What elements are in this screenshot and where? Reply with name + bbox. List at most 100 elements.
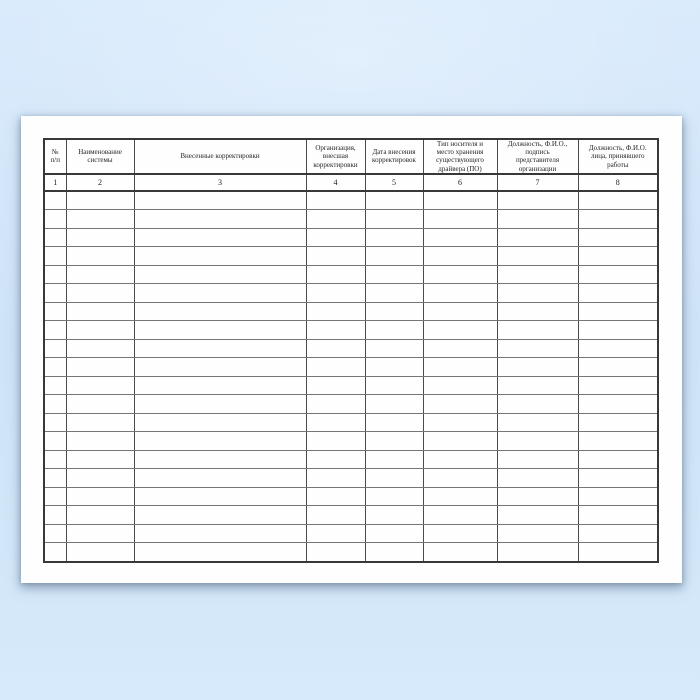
empty-cell: [65, 338, 135, 359]
table-row: [43, 357, 659, 377]
empty-cell: [65, 523, 135, 544]
empty-cell: [577, 486, 659, 507]
empty-cell: [43, 449, 67, 470]
empty-cell: [133, 394, 307, 414]
empty-cell: [65, 283, 135, 303]
empty-cell: [133, 523, 307, 544]
empty-cell: [133, 505, 307, 525]
empty-cell: [577, 412, 659, 433]
empty-cell: [577, 542, 659, 563]
empty-cell: [43, 375, 67, 396]
empty-cell: [422, 283, 498, 303]
table-row: [43, 301, 659, 322]
empty-cell: [43, 357, 67, 377]
column-header-system-name: Наименование системы: [65, 138, 135, 175]
empty-cell: [496, 375, 579, 396]
empty-cell: [364, 283, 424, 303]
empty-cell: [133, 375, 307, 396]
empty-cell: [65, 375, 135, 396]
empty-cell: [364, 486, 424, 507]
column-number: 7: [496, 173, 579, 192]
empty-cell: [43, 523, 67, 544]
table-row: [43, 246, 659, 266]
column-header-organization: Организация, внесшая корректировки: [305, 138, 366, 175]
empty-cell: [422, 338, 498, 359]
empty-cell: [305, 486, 366, 507]
table-row: [43, 283, 659, 303]
empty-cell: [65, 190, 135, 211]
empty-cell: [364, 431, 424, 451]
empty-cell: [422, 468, 498, 488]
table-row: [43, 375, 659, 396]
empty-cell: [364, 542, 424, 563]
empty-cell: [422, 190, 498, 211]
empty-cell: [364, 357, 424, 377]
column-header-number: № п/п: [43, 138, 67, 175]
column-number: 4: [305, 173, 366, 192]
empty-cell: [305, 505, 366, 525]
column-number: 2: [65, 173, 135, 192]
empty-cell: [496, 486, 579, 507]
empty-cell: [133, 227, 307, 248]
empty-cell: [364, 394, 424, 414]
table-row: [43, 542, 659, 563]
empty-cell: [305, 449, 366, 470]
empty-cell: [364, 320, 424, 340]
empty-cell: [133, 486, 307, 507]
empty-cell: [577, 320, 659, 340]
empty-cell: [305, 357, 366, 377]
empty-cell: [133, 468, 307, 488]
empty-cell: [305, 542, 366, 563]
empty-cell: [305, 283, 366, 303]
empty-cell: [65, 246, 135, 266]
empty-cell: [496, 523, 579, 544]
empty-cell: [496, 320, 579, 340]
table-body: [43, 190, 659, 563]
empty-cell: [422, 394, 498, 414]
empty-cell: [422, 301, 498, 322]
empty-cell: [65, 394, 135, 414]
empty-cell: [43, 320, 67, 340]
empty-cell: [364, 301, 424, 322]
empty-cell: [364, 209, 424, 229]
table-row: [43, 264, 659, 285]
empty-cell: [305, 190, 366, 211]
empty-cell: [133, 542, 307, 563]
column-header-acceptor: Должность, Ф.И.О. лица, принявшего работ…: [577, 138, 659, 175]
empty-cell: [577, 264, 659, 285]
empty-cell: [577, 449, 659, 470]
empty-cell: [305, 246, 366, 266]
empty-cell: [577, 338, 659, 359]
empty-cell: [496, 338, 579, 359]
column-header-date: Дата внесения корректировок: [364, 138, 424, 175]
empty-cell: [364, 190, 424, 211]
empty-cell: [305, 431, 366, 451]
empty-cell: [496, 468, 579, 488]
empty-cell: [577, 505, 659, 525]
empty-cell: [43, 394, 67, 414]
empty-cell: [65, 357, 135, 377]
empty-cell: [496, 264, 579, 285]
table-row: [43, 431, 659, 451]
empty-cell: [133, 209, 307, 229]
empty-cell: [133, 320, 307, 340]
empty-cell: [65, 542, 135, 563]
empty-cell: [422, 523, 498, 544]
empty-cell: [422, 209, 498, 229]
empty-cell: [133, 449, 307, 470]
empty-cell: [65, 412, 135, 433]
empty-cell: [43, 486, 67, 507]
column-header-corrections: Внесенные корректировки: [133, 138, 307, 175]
empty-cell: [364, 246, 424, 266]
table-row: [43, 394, 659, 414]
table-row: [43, 486, 659, 507]
empty-cell: [364, 412, 424, 433]
empty-cell: [364, 505, 424, 525]
column-number: 8: [577, 173, 659, 192]
column-number: 1: [43, 173, 67, 192]
empty-cell: [496, 190, 579, 211]
empty-cell: [305, 468, 366, 488]
empty-cell: [133, 246, 307, 266]
empty-cell: [422, 431, 498, 451]
